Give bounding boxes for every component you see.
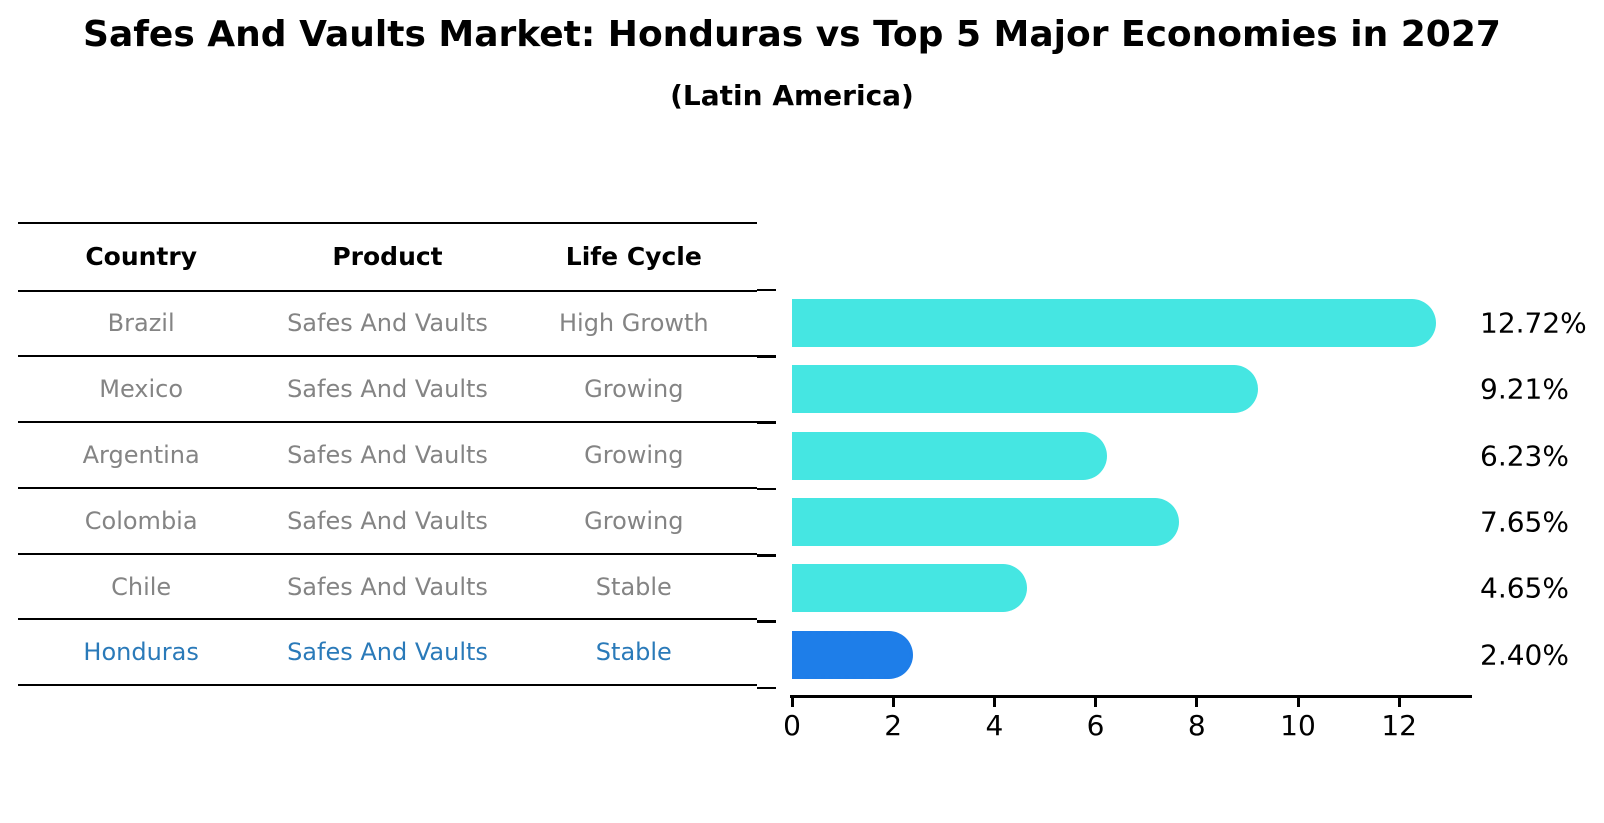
y-tick: [757, 288, 776, 292]
table-cell: Stable: [595, 638, 672, 667]
bar-row: 2.40%: [792, 622, 1604, 688]
y-tick: [757, 355, 776, 358]
bar: [792, 497, 1180, 546]
x-tick: [790, 698, 794, 707]
bar: [792, 365, 1258, 414]
x-tick: [1094, 698, 1098, 707]
bar-value-label: 2.40%: [1480, 638, 1569, 672]
table-row: Honduras Safes And Vaults Stable: [18, 620, 757, 687]
table-cell: Growing: [584, 440, 684, 469]
x-tick-label: 4: [985, 709, 1004, 742]
table-cell: Safes And Vaults: [287, 440, 488, 469]
table-cell: Colombia: [84, 506, 198, 535]
x-tick: [992, 698, 996, 707]
bar: [792, 564, 1028, 613]
x-tick-label: 6: [1086, 709, 1105, 742]
bar-value-label: 9.21%: [1480, 372, 1569, 406]
table-cell: Chile: [111, 572, 172, 601]
bar: [792, 431, 1108, 480]
x-tick: [1397, 698, 1401, 707]
table-row: Argentina Safes And Vaults Growing: [18, 423, 757, 489]
table-row: Mexico Safes And Vaults Growing: [18, 357, 757, 424]
table-cell: High Growth: [558, 309, 709, 338]
x-tick-label: 0: [783, 709, 801, 742]
table-header-cell: Life Cycle: [565, 242, 702, 272]
table-cell: Brazil: [107, 309, 175, 338]
highlighted-bar: [792, 630, 914, 679]
x-tick-label: 2: [884, 709, 903, 742]
x-tick: [1296, 698, 1300, 707]
table-row: Brazil Safes And Vaults High Growth: [18, 292, 757, 358]
x-tick-label: 10: [1280, 709, 1316, 742]
y-tick: [757, 686, 776, 690]
bar-row: 9.21%: [792, 356, 1604, 422]
bar-row: 4.65%: [792, 555, 1604, 621]
y-tick: [757, 421, 776, 424]
bar-row: 7.65%: [792, 489, 1604, 555]
table-cell: Safes And Vaults: [287, 309, 488, 338]
table-cell: Stable: [595, 572, 672, 601]
table-cell: Safes And Vaults: [287, 375, 488, 404]
table-body: Brazil Safes And Vaults High Growth Mexico S…: [18, 292, 757, 687]
country-table: Country Product Life Cycle Brazil Safes And…: [18, 222, 757, 687]
bar-chart-plot-area: 12.72% 9.21% 6.23% 7.65% 4.65% 2.40%: [792, 290, 1604, 688]
bar: [792, 299, 1436, 347]
table-header-cell: Country: [85, 242, 198, 272]
table-cell: Argentina: [82, 440, 200, 469]
table-row: Colombia Safes And Vaults Growing: [18, 489, 757, 555]
y-tick: [757, 554, 776, 557]
x-tick: [1195, 698, 1199, 707]
bar-row: 6.23%: [792, 423, 1604, 489]
table-cell: Growing: [584, 506, 684, 535]
bar-value-label: 7.65%: [1480, 505, 1569, 539]
table-cell: Safes And Vaults: [287, 506, 488, 535]
y-tick: [757, 487, 776, 491]
table-cell: Mexico: [99, 375, 184, 404]
bar-row: 12.72%: [792, 290, 1604, 356]
bar-value-label: 4.65%: [1480, 571, 1569, 605]
x-tick: [891, 698, 895, 707]
chart-title: Safes And Vaults Market: Honduras vs Top…: [83, 14, 1501, 55]
x-axis-line: [790, 695, 1472, 698]
table-cell: Growing: [584, 375, 684, 404]
bar-value-label: 12.72%: [1480, 306, 1587, 340]
table-cell: Safes And Vaults: [287, 572, 488, 601]
table-row: Chile Safes And Vaults Stable: [18, 555, 757, 621]
table-cell: Safes And Vaults: [287, 638, 488, 667]
bar-value-label: 6.23%: [1480, 439, 1569, 473]
table-header-cell: Product: [332, 242, 443, 272]
x-tick-label: 8: [1187, 709, 1206, 742]
y-tick: [757, 620, 776, 623]
table-cell: Honduras: [83, 638, 199, 667]
chart-subtitle: (Latin America): [670, 79, 914, 112]
table-header-row: Country Product Life Cycle: [18, 224, 757, 292]
x-tick-label: 12: [1381, 709, 1418, 742]
